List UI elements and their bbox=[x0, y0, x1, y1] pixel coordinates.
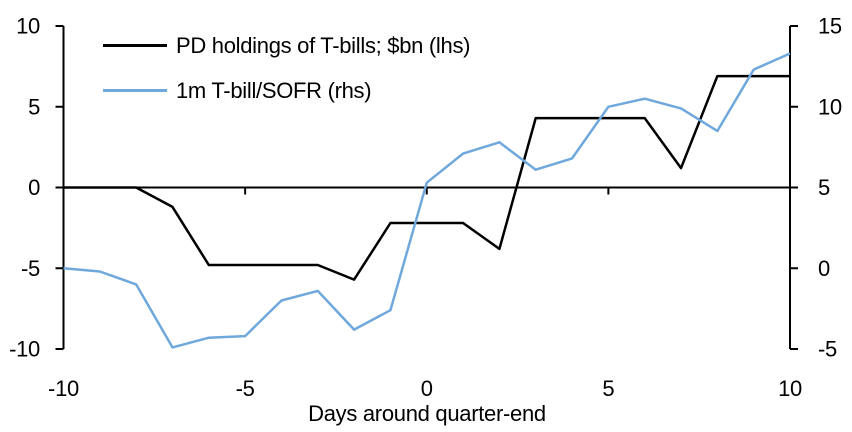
left-tick-label: 5 bbox=[28, 94, 40, 119]
legend-line-swatch-lhs bbox=[103, 44, 167, 47]
right-tick-label: 5 bbox=[818, 175, 830, 200]
x-tick-label: 10 bbox=[778, 376, 802, 401]
series-line-tbill-sofr bbox=[63, 52, 791, 349]
left-tick-label: -10 bbox=[9, 337, 40, 362]
right-tick-label: -5 bbox=[818, 337, 837, 362]
right-tick-label: 10 bbox=[818, 94, 842, 119]
x-axis-title: Days around quarter-end bbox=[308, 401, 546, 426]
x-tick-label: -5 bbox=[236, 376, 255, 401]
legend-line-swatch-rhs bbox=[103, 89, 167, 92]
x-tick-label: 0 bbox=[421, 376, 433, 401]
x-tick-label: -10 bbox=[48, 376, 79, 401]
legend-label-pd-holdings: PD holdings of T-bills; $bn (lhs) bbox=[176, 32, 471, 58]
series-line-pd-holdings bbox=[63, 74, 790, 281]
legend-item-tbill-sofr: 1m T-bill/SOFR (rhs) bbox=[103, 77, 470, 104]
left-tick-label: -5 bbox=[21, 256, 40, 281]
legend: PD holdings of T-bills; $bn (lhs) 1m T-b… bbox=[103, 32, 470, 122]
right-tick-label: 0 bbox=[818, 256, 830, 281]
right-tick-label: 15 bbox=[818, 14, 842, 39]
left-tick-label: 0 bbox=[28, 175, 40, 200]
left-tick-label: 10 bbox=[16, 14, 40, 39]
legend-label-tbill-sofr: 1m T-bill/SOFR (rhs) bbox=[176, 77, 372, 103]
legend-item-pd-holdings: PD holdings of T-bills; $bn (lhs) bbox=[103, 32, 470, 59]
x-tick-label: 5 bbox=[602, 376, 614, 401]
